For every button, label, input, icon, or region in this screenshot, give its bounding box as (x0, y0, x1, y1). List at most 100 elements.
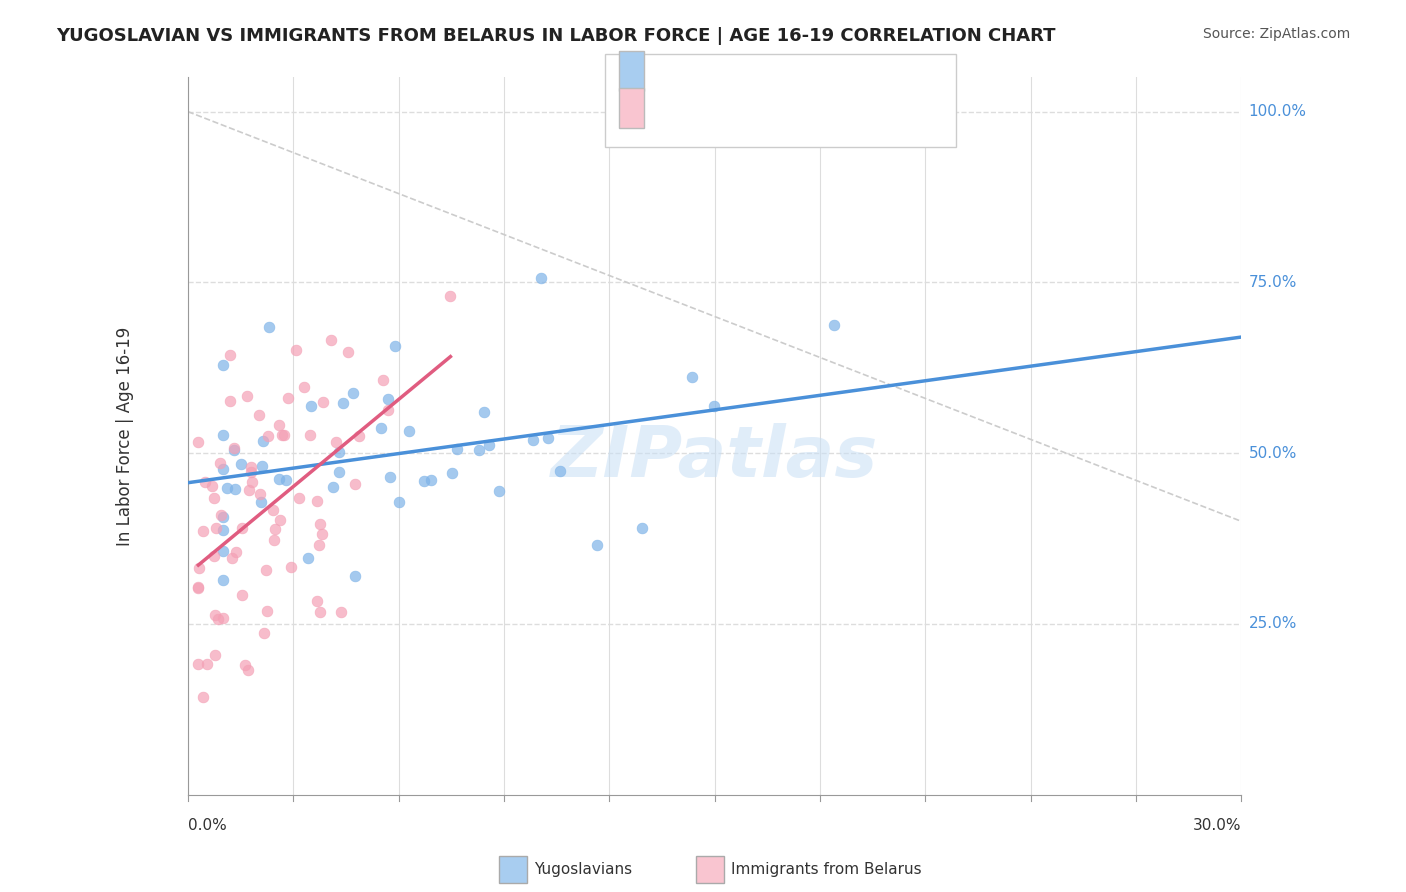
Point (413, 474, 436, 488)
Point (263, 533, 285, 548)
Point (218, 348, 240, 362)
Point (276, 473, 298, 487)
Text: R = 0.387    N = 68: R = 0.387 N = 68 (658, 100, 820, 118)
Point (388, 495, 411, 509)
Point (308, 538, 330, 552)
Point (187, 560, 209, 574)
Point (239, 460, 262, 475)
Text: YUGOSLAVIAN VS IMMIGRANTS FROM BELARUS IN LABOR FORCE | AGE 16-19 CORRELATION CH: YUGOSLAVIAN VS IMMIGRANTS FROM BELARUS I… (56, 27, 1056, 45)
Point (343, 568, 366, 582)
Point (209, 456, 232, 470)
Point (823, 318, 845, 332)
Point (530, 271, 553, 285)
Text: 25.0%: 25.0% (1249, 616, 1296, 632)
Text: Yugoslavians: Yugoslavians (534, 863, 633, 877)
Point (548, 464, 571, 478)
Point (309, 516, 332, 531)
Point (328, 465, 350, 479)
Point (380, 470, 402, 484)
Point (343, 477, 366, 491)
Point (238, 483, 260, 498)
Point (235, 658, 257, 673)
Point (215, 481, 238, 495)
Point (586, 538, 609, 552)
Text: 30.0%: 30.0% (1192, 818, 1241, 833)
Point (247, 408, 270, 422)
Point (204, 648, 226, 662)
Point (703, 399, 725, 413)
Point (207, 612, 229, 626)
Point (269, 472, 291, 486)
Point (225, 545, 247, 559)
Text: Immigrants from Belarus: Immigrants from Belarus (731, 863, 922, 877)
Point (212, 358, 235, 372)
Point (446, 442, 468, 456)
Point (330, 605, 353, 619)
Point (221, 550, 243, 565)
Point (222, 441, 245, 455)
Point (240, 465, 263, 479)
Point (187, 434, 209, 449)
Point (398, 425, 420, 439)
Point (191, 690, 214, 704)
Point (342, 385, 364, 400)
Point (488, 484, 510, 499)
Point (187, 580, 209, 594)
Point (204, 521, 226, 535)
Point (249, 487, 271, 501)
Point (254, 563, 277, 577)
Point (312, 394, 335, 409)
Point (377, 403, 399, 417)
Text: 100.0%: 100.0% (1249, 104, 1306, 120)
Point (271, 427, 294, 442)
Point (224, 443, 246, 458)
Point (218, 393, 240, 408)
Point (420, 473, 443, 487)
Point (262, 503, 284, 517)
Point (440, 467, 463, 481)
Point (256, 604, 278, 618)
Point (630, 521, 652, 535)
Point (384, 339, 406, 353)
Text: 75.0%: 75.0% (1249, 275, 1296, 290)
Point (328, 445, 350, 459)
Point (212, 544, 235, 558)
Point (236, 389, 259, 403)
Point (309, 605, 332, 619)
Point (231, 521, 253, 535)
Point (202, 491, 225, 505)
Point (202, 549, 225, 564)
Point (371, 372, 394, 386)
Point (269, 513, 291, 527)
Point (224, 482, 246, 496)
Point (439, 288, 461, 302)
Point (195, 657, 218, 672)
Point (264, 522, 287, 536)
Point (299, 399, 322, 413)
Point (297, 550, 319, 565)
Point (377, 392, 399, 406)
Point (194, 475, 217, 490)
Point (522, 434, 544, 448)
Point (537, 431, 560, 445)
Point (322, 479, 344, 493)
Point (332, 396, 354, 410)
Point (253, 625, 276, 640)
Point (193, 524, 215, 539)
Point (298, 427, 321, 442)
Point (212, 462, 235, 476)
Point (201, 479, 224, 493)
Point (211, 508, 233, 522)
Point (478, 437, 501, 451)
Text: In Labor Force | Age 16-19: In Labor Force | Age 16-19 (115, 326, 134, 546)
Point (250, 459, 273, 474)
Point (212, 523, 235, 537)
Point (238, 663, 260, 677)
Point (284, 343, 307, 358)
Text: ZIPatlas: ZIPatlas (551, 423, 879, 492)
Point (292, 380, 315, 394)
Point (252, 434, 274, 449)
Point (311, 527, 333, 541)
Point (212, 510, 235, 524)
Point (337, 345, 360, 359)
